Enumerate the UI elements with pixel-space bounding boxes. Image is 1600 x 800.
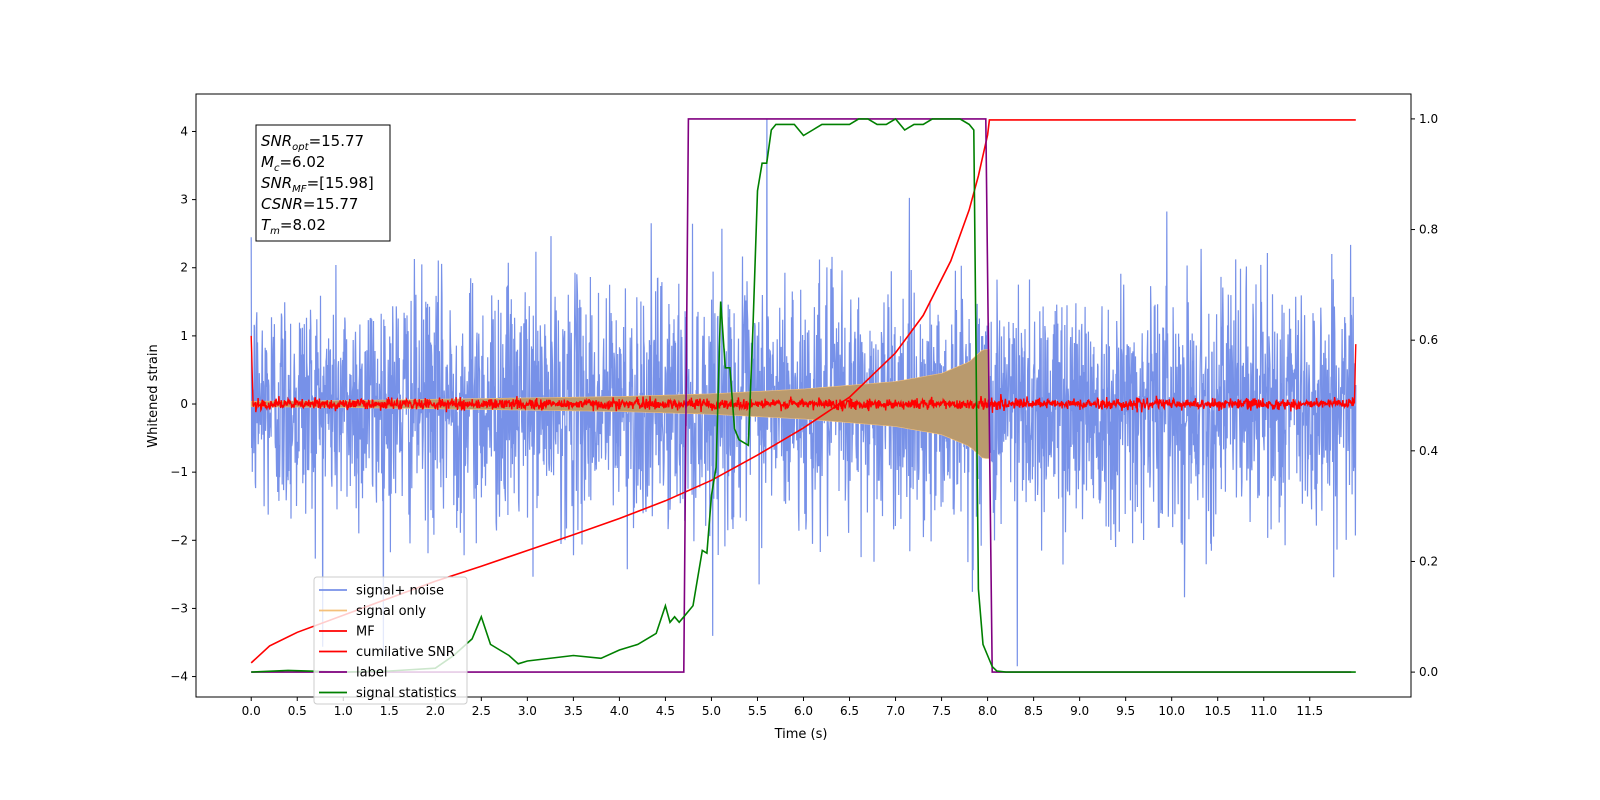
x-tick-label: 1.5 <box>380 704 399 718</box>
x-tick-label: 1.0 <box>334 704 353 718</box>
annotation-line: Tm=8.02 <box>261 216 326 237</box>
x-tick-label: 2.0 <box>426 704 445 718</box>
legend-entry: signal+ noise <box>356 584 444 599</box>
x-tick-label: 0.5 <box>288 704 307 718</box>
y-tick-label: −4 <box>170 670 188 684</box>
x-tick-label: 3.5 <box>564 704 583 718</box>
x-tick-label: 10.0 <box>1158 704 1185 718</box>
series-signal-plus-noise <box>250 119 1357 667</box>
y2-tick-label: 0.6 <box>1419 333 1438 347</box>
y-tick-label: 1 <box>180 329 188 343</box>
x-tick-label: 11.5 <box>1296 704 1323 718</box>
annotation-frame <box>255 124 391 242</box>
x-tick-label: 8.5 <box>1024 704 1043 718</box>
x-tick-label: 6.5 <box>840 704 859 718</box>
y-tick-label: −1 <box>170 465 188 479</box>
x-tick-label: 11.0 <box>1250 704 1277 718</box>
x-tick-label: 3.0 <box>518 704 537 718</box>
legend-entry: signal only <box>356 604 426 619</box>
y-tick-label: −2 <box>170 533 188 547</box>
x-tick-label: 2.5 <box>472 704 491 718</box>
y-axis-label: Whitened strain <box>146 344 161 447</box>
axes: 0.0 0.5 1.0 1.5 2.0 2.5 3.0 3.5 4.0 4.5 5.0 5.5 6.0 6… <box>170 93 1438 718</box>
x-tick-label: 4.5 <box>656 704 675 718</box>
y2-tick-label: 0.8 <box>1419 223 1438 237</box>
x-tick-label: 0.0 <box>242 704 261 718</box>
legend-entry: MF <box>356 625 375 640</box>
y2-tick-label: 1.0 <box>1419 112 1438 126</box>
y2-tick-label: 0.4 <box>1419 444 1438 458</box>
x-tick-label: 10.5 <box>1204 704 1231 718</box>
x-axis-label: Time (s) <box>774 727 828 742</box>
x-tick-label: 9.5 <box>1116 704 1135 718</box>
x-tick-label: 9.0 <box>1070 704 1089 718</box>
legend-entry: cumilative SNR <box>356 645 455 660</box>
annotation-line: SNRopt=15.77 <box>261 132 364 153</box>
y-tick-label: 0 <box>180 397 188 411</box>
x-tick-label: 4.0 <box>610 704 629 718</box>
x-tick-label: 7.0 <box>886 704 905 718</box>
series-mf <box>250 335 1357 413</box>
annotation-line: CSNR=15.77 <box>261 195 358 213</box>
legend: signal+ noise signal only MF cumilative SNR… <box>313 576 468 705</box>
y2-tick-label: 0.2 <box>1419 554 1438 568</box>
annotation-line: SNRMF=[15.98] <box>261 174 374 195</box>
legend-entry: label <box>356 666 387 681</box>
x-tick-label: 7.5 <box>932 704 951 718</box>
plot-area <box>250 117 1357 673</box>
annotation-box: SNRopt=15.77Mc=6.02SNRMF=[15.98]CSNR=15.… <box>255 124 391 242</box>
series-signal-statistics <box>251 117 1356 673</box>
y-tick-label: 3 <box>180 193 188 207</box>
annotation-line: Mc=6.02 <box>261 153 325 174</box>
x-tick-label: 5.5 <box>748 704 767 718</box>
legend-frame <box>313 576 468 705</box>
y-tick-label: 4 <box>180 124 188 138</box>
x-tick-label: 8.0 <box>978 704 997 718</box>
y-tick-label: 2 <box>180 261 188 275</box>
y-tick-label: −3 <box>170 601 188 615</box>
x-tick-label: 5.0 <box>702 704 721 718</box>
y2-tick-label: 0.0 <box>1419 665 1438 679</box>
x-tick-label: 6.0 <box>794 704 813 718</box>
legend-entry: signal statistics <box>356 686 457 701</box>
